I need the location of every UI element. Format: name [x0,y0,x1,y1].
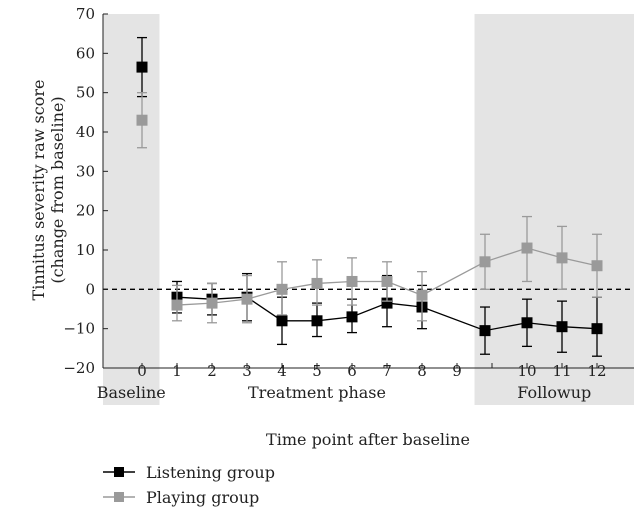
legend-item-listening: Listening group [103,463,275,482]
data-point [521,242,533,254]
y-tick-label: 30 [76,162,95,180]
x-tick-label: 7 [382,362,392,380]
data-point [346,275,358,287]
data-point [556,321,568,333]
data-point [276,283,288,295]
data-point [346,311,358,323]
data-point [311,315,323,327]
legend-marker-listening [114,467,124,477]
y-axis-label-line1: Tinnitus severity raw score [29,80,48,301]
data-point [276,315,288,327]
data-point [591,260,603,272]
phase-shade-0 [103,14,160,405]
y-tick-label: −20 [63,359,95,377]
y-tick-label: 10 [76,241,95,259]
phase-label-0: Baseline [97,383,166,402]
y-tick-label: 40 [76,123,95,141]
data-point [171,299,183,311]
x-tick-label: 6 [347,362,357,380]
series-line [176,247,598,306]
y-tick-label: 70 [76,5,95,23]
data-point [206,297,218,309]
x-tick-label: 8 [417,362,427,380]
phase-label-2: Followup [517,383,591,402]
x-tick-label: 10 [517,362,536,380]
data-point [416,289,428,301]
data-point [591,323,603,335]
y-axis-label-line2: (change from baseline) [48,96,67,283]
data-point [136,61,148,73]
phase-label-1: Treatment phase [248,383,386,402]
x-tick-label: 11 [552,362,571,380]
legend-marker-playing [114,492,124,502]
y-tick-label: −10 [63,320,95,338]
data-point [479,256,491,268]
x-tick-label: 2 [207,362,217,380]
legend-label-playing: Playing group [146,488,259,507]
data-series [136,36,603,357]
legend-item-playing: Playing group [103,488,259,507]
y-tick-label: 20 [76,202,95,220]
series-playing [136,92,603,324]
phase-shade-2 [474,14,634,405]
y-tick-label: 0 [85,280,95,298]
x-tick-label: 3 [242,362,252,380]
x-tick-label: 0 [137,362,147,380]
data-point [241,293,253,305]
x-tick-label: 9 [452,362,462,380]
data-point [556,252,568,264]
x-tick-label: 5 [312,362,322,380]
data-point [521,317,533,329]
legend-label-listening: Listening group [146,463,275,482]
data-point [311,277,323,289]
data-point [136,114,148,126]
phase-shading [103,14,634,405]
data-point [381,297,393,309]
x-tick-label: 12 [587,362,606,380]
series-line [176,296,598,332]
y-tick-label: 60 [76,44,95,62]
axes: Baseline Treatment phase Followup−20−10010… [63,5,634,402]
data-point [381,275,393,287]
data-point [479,325,491,337]
x-tick-label: 4 [277,362,287,380]
x-axis-label: Time point after baseline [266,430,470,449]
x-tick-label: 1 [172,362,182,380]
legend: Listening group Playing group [103,463,275,507]
y-tick-label: 50 [76,84,95,102]
